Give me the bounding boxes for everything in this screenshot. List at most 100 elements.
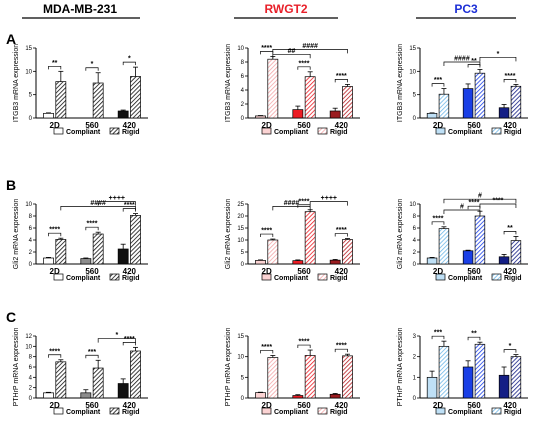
comparison-bracket [97, 201, 136, 206]
y-tick-label: 5 [241, 250, 245, 256]
bar-compliant-2D [255, 115, 266, 119]
y-tick-label: 3 [413, 334, 417, 340]
column-header-pc3: PC3 [454, 2, 478, 16]
significance-bracket [48, 65, 62, 70]
significance-bracket [85, 226, 99, 231]
comparison-label: #### [284, 200, 300, 207]
y-tick-label: 2 [29, 386, 33, 392]
comparison-bracket [443, 61, 481, 66]
significance-bracket [85, 354, 99, 359]
y-tick-label: 8 [29, 214, 33, 220]
significance-bracket [467, 336, 481, 341]
x-tick-label: 420 [123, 121, 137, 130]
significance-bracket [85, 67, 99, 71]
legend-swatch-rigid [491, 273, 502, 281]
significance-label: **** [433, 215, 444, 222]
bar-compliant-2D [255, 260, 266, 265]
significance-label: * [509, 343, 512, 350]
x-tick-label: 560 [85, 121, 99, 130]
bar-rigid-560 [92, 82, 104, 119]
y-axis-label: PTHrP mRNA expression [225, 327, 232, 406]
comparison-label: # [478, 193, 482, 200]
legend: Compliant Rigid [435, 273, 522, 282]
x-tick-label: 2D [433, 267, 443, 276]
comparison-bracket [443, 198, 517, 204]
bar-rigid-2D [438, 228, 450, 265]
legend-label-rigid: Rigid [122, 129, 140, 136]
bar-rigid-2D [55, 81, 67, 119]
significance-label: **** [261, 228, 272, 235]
significance-label: ** [507, 225, 513, 232]
y-tick-label: 8 [413, 214, 417, 220]
bar-rigid-560 [474, 343, 486, 399]
significance-label: ** [471, 58, 477, 65]
y-axis-label: ITGB3 mRNA expression [13, 44, 20, 122]
x-tick-label: 2D [433, 121, 443, 130]
y-tick-label: 0 [29, 396, 33, 402]
y-tick-label: 10 [237, 46, 244, 52]
y-tick-label: 15 [237, 334, 244, 340]
significance-label: * [128, 56, 131, 63]
legend-label-compliant: Compliant [66, 275, 101, 282]
x-tick-label: 420 [123, 267, 137, 276]
legend-swatch-compliant [261, 407, 272, 415]
bar-compliant-560 [292, 109, 304, 119]
bar-compliant-560 [462, 366, 474, 399]
x-tick-label: 420 [503, 267, 517, 276]
y-tick-label: 6 [413, 226, 417, 232]
y-tick-label: 4 [241, 88, 245, 94]
x-tick-label: 420 [123, 401, 137, 410]
bar-rigid-2D [267, 58, 279, 119]
legend-swatch-rigid [109, 273, 120, 281]
bar-compliant-560 [462, 250, 474, 265]
y-tick-label: 0 [29, 116, 33, 122]
legend-label-rigid: Rigid [122, 409, 140, 416]
y-tick-label: 10 [237, 355, 244, 361]
legend-label-compliant: Compliant [448, 409, 483, 416]
y-axis-label: Gli2 mRNA expression [13, 199, 20, 270]
bar-compliant-420 [117, 383, 129, 399]
x-tick-label: 420 [335, 401, 349, 410]
bar-rigid-420 [342, 355, 353, 399]
column-header-mda: MDA-MB-231 [43, 2, 117, 16]
bar-rigid-2D [55, 361, 67, 399]
bar-rigid-560 [92, 367, 104, 399]
y-tick-label: 8 [241, 60, 245, 66]
significance-label: **** [49, 348, 60, 355]
comparison-bracket [97, 338, 136, 343]
y-tick-label: 0 [241, 116, 245, 122]
x-tick-label: 420 [335, 267, 349, 276]
legend: Compliant Rigid [261, 407, 348, 416]
bar-compliant-2D [426, 257, 438, 265]
legend-swatch-rigid [491, 407, 502, 415]
comparison-bracket [272, 53, 311, 59]
bar-rigid-560 [474, 72, 486, 119]
comparison-label: #### [302, 43, 318, 50]
significance-bracket [297, 66, 311, 70]
significance-label: **** [261, 45, 272, 52]
bar-rigid-2D [438, 93, 450, 119]
y-tick-label: 1 [413, 375, 417, 381]
legend-label-compliant: Compliant [274, 275, 309, 282]
x-tick-label: 420 [503, 121, 517, 130]
legend: Compliant Rigid [435, 407, 522, 416]
legend-label-compliant: Compliant [274, 409, 309, 416]
comparison-label: * [497, 51, 500, 58]
legend-label-rigid: Rigid [330, 409, 348, 416]
significance-label: **** [124, 202, 135, 209]
significance-label: ** [52, 60, 58, 67]
x-tick-label: 2D [262, 121, 272, 130]
significance-label: **** [505, 73, 516, 80]
bar-compliant-420 [498, 256, 510, 265]
y-tick-label: 10 [25, 202, 32, 208]
bar-rigid-420 [510, 85, 522, 119]
y-tick-label: 0 [413, 116, 417, 122]
significance-label: * [91, 61, 94, 68]
y-tick-label: 20 [237, 214, 244, 220]
y-tick-label: 15 [237, 226, 244, 232]
legend-swatch-compliant [435, 273, 446, 281]
legend-swatch-rigid [109, 127, 120, 135]
y-tick-label: 5 [29, 93, 33, 99]
